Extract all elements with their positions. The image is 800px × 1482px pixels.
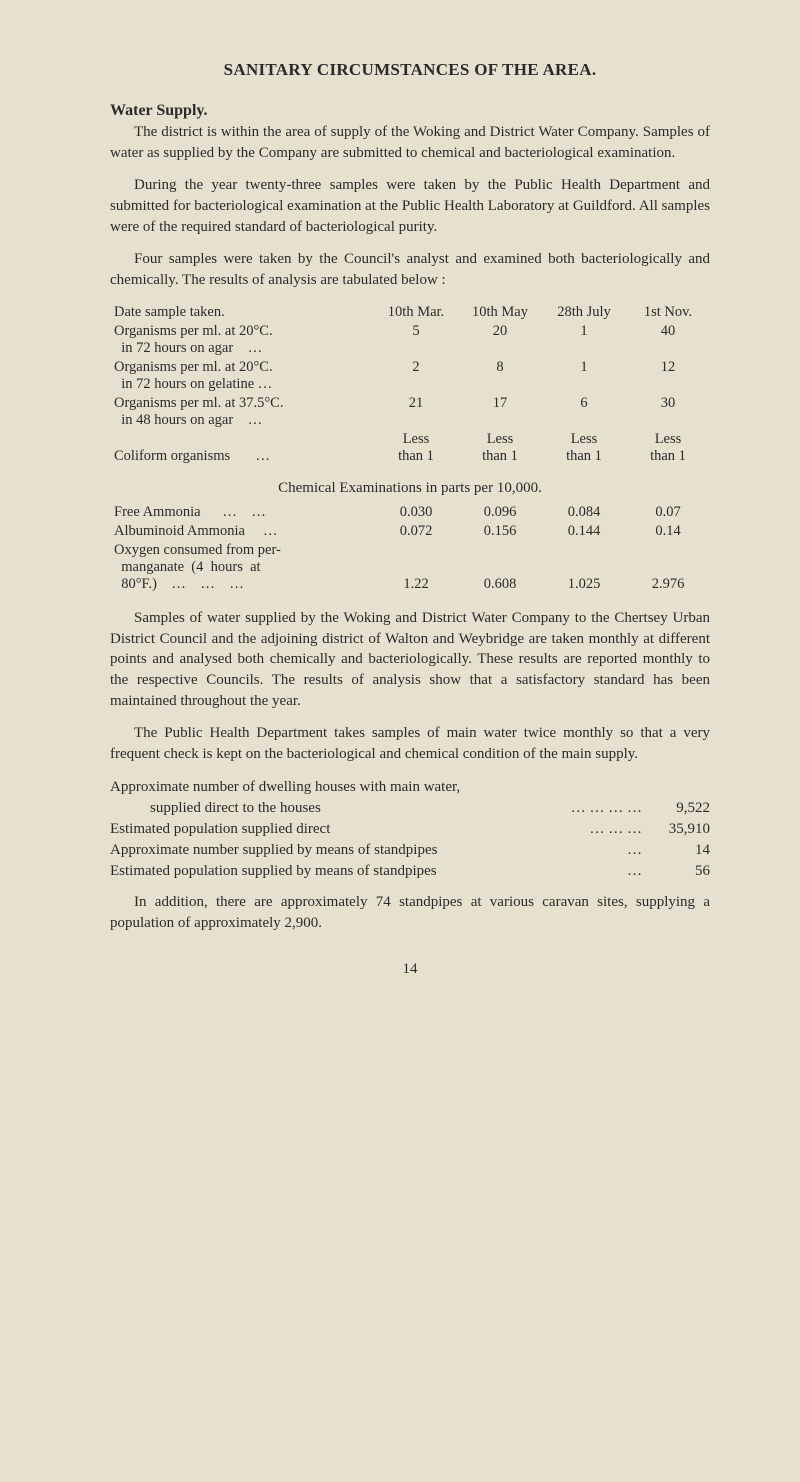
table-cell: Lessthan 1 bbox=[458, 430, 542, 466]
table-row: Free Ammonia … … 0.030 0.096 0.084 0.07 bbox=[110, 503, 710, 522]
table-cell: 12 bbox=[626, 358, 710, 394]
table-row: Oxygen consumed from per- manganate (4 h… bbox=[110, 541, 710, 594]
stat-label: supplied direct to the houses bbox=[110, 798, 321, 819]
table-header-row: Date sample taken. 10th Mar. 10th May 28… bbox=[110, 303, 710, 322]
table-cell: 2.976 bbox=[626, 541, 710, 594]
stat-value: 35,910 bbox=[650, 819, 710, 840]
table-cell: Organisms per ml. at 37.5°C. in 48 hours… bbox=[110, 394, 374, 430]
stats-intro: Approximate number of dwelling houses wi… bbox=[110, 777, 710, 798]
table-cell: 17 bbox=[458, 394, 542, 430]
table-cell: 0.608 bbox=[458, 541, 542, 594]
stat-row: supplied direct to the houses … … … … 9,… bbox=[110, 798, 710, 819]
samples-table: Date sample taken. 10th Mar. 10th May 28… bbox=[110, 303, 710, 466]
table-cell: 0.144 bbox=[542, 522, 626, 541]
table-cell: Lessthan 1 bbox=[626, 430, 710, 466]
table-cell: 0.14 bbox=[626, 522, 710, 541]
section-heading: Water Supply. bbox=[110, 102, 710, 120]
table-cell: 0.030 bbox=[374, 503, 458, 522]
table-row: Coliform organisms … Lessthan 1 Lessthan… bbox=[110, 430, 710, 466]
stat-label: Estimated population supplied direct bbox=[110, 819, 330, 840]
table-cell: 0.07 bbox=[626, 503, 710, 522]
stat-value: 9,522 bbox=[650, 798, 710, 819]
table-cell: 8 bbox=[458, 358, 542, 394]
page-title: SANITARY CIRCUMSTANCES OF THE AREA. bbox=[110, 60, 710, 80]
stat-dots: … … … … bbox=[321, 798, 650, 819]
page: SANITARY CIRCUMSTANCES OF THE AREA. Wate… bbox=[0, 0, 800, 1038]
table-cell: 40 bbox=[626, 322, 710, 358]
table-cell: 0.096 bbox=[458, 503, 542, 522]
table-row: Albuminoid Ammonia … 0.072 0.156 0.144 0… bbox=[110, 522, 710, 541]
table-cell: 1 bbox=[542, 358, 626, 394]
table-cell: Lessthan 1 bbox=[374, 430, 458, 466]
stat-value: 56 bbox=[650, 861, 710, 882]
table-cell: 21 bbox=[374, 394, 458, 430]
table-cell: Date sample taken. bbox=[110, 303, 374, 322]
table-cell: 0.072 bbox=[374, 522, 458, 541]
table-cell: Organisms per ml. at 20°C. in 72 hours o… bbox=[110, 358, 374, 394]
table-cell: Lessthan 1 bbox=[542, 430, 626, 466]
table-cell: 1.22 bbox=[374, 541, 458, 594]
paragraph: Samples of water supplied by the Woking … bbox=[110, 608, 710, 711]
table-row: Organisms per ml. at 20°C. in 72 hours o… bbox=[110, 322, 710, 358]
page-number: 14 bbox=[110, 961, 710, 978]
table-subheading: Chemical Examinations in parts per 10,00… bbox=[110, 480, 710, 497]
paragraph: Four samples were taken by the Council's… bbox=[110, 249, 710, 290]
table-cell: 1st Nov. bbox=[626, 303, 710, 322]
paragraph: In addition, there are approximately 74 … bbox=[110, 892, 710, 933]
stat-row: Estimated population supplied direct … …… bbox=[110, 819, 710, 840]
table-cell: 1 bbox=[542, 322, 626, 358]
table-cell: Organisms per ml. at 20°C. in 72 hours o… bbox=[110, 322, 374, 358]
table-cell: 2 bbox=[374, 358, 458, 394]
table-cell: 10th May bbox=[458, 303, 542, 322]
stats-block: Approximate number of dwelling houses wi… bbox=[110, 777, 710, 882]
table-row: Organisms per ml. at 37.5°C. in 48 hours… bbox=[110, 394, 710, 430]
table-cell: Free Ammonia … … bbox=[110, 503, 374, 522]
stat-label: Approximate number supplied by means of … bbox=[110, 840, 437, 861]
paragraph: The Public Health Department takes sampl… bbox=[110, 723, 710, 764]
stat-row: Estimated population supplied by means o… bbox=[110, 861, 710, 882]
stat-label: Estimated population supplied by means o… bbox=[110, 861, 437, 882]
table-cell: Coliform organisms … bbox=[110, 430, 374, 466]
paragraph: During the year twenty-three samples wer… bbox=[110, 175, 710, 237]
table-cell: 5 bbox=[374, 322, 458, 358]
stat-row: Approximate number supplied by means of … bbox=[110, 840, 710, 861]
table-cell: Oxygen consumed from per- manganate (4 h… bbox=[110, 541, 374, 594]
stat-dots: … bbox=[437, 840, 650, 861]
table-cell: Albuminoid Ammonia … bbox=[110, 522, 374, 541]
table-row: Organisms per ml. at 20°C. in 72 hours o… bbox=[110, 358, 710, 394]
stat-dots: … … … bbox=[330, 819, 650, 840]
table-cell: 6 bbox=[542, 394, 626, 430]
table-cell: 10th Mar. bbox=[374, 303, 458, 322]
stat-value: 14 bbox=[650, 840, 710, 861]
table-cell: 30 bbox=[626, 394, 710, 430]
table-cell: 1.025 bbox=[542, 541, 626, 594]
table-cell: 0.084 bbox=[542, 503, 626, 522]
stat-dots: … bbox=[437, 861, 650, 882]
paragraph: The district is within the area of suppl… bbox=[110, 122, 710, 163]
table-cell: 0.156 bbox=[458, 522, 542, 541]
table-cell: 28th July bbox=[542, 303, 626, 322]
chemical-table: Free Ammonia … … 0.030 0.096 0.084 0.07 … bbox=[110, 503, 710, 594]
table-cell: 20 bbox=[458, 322, 542, 358]
